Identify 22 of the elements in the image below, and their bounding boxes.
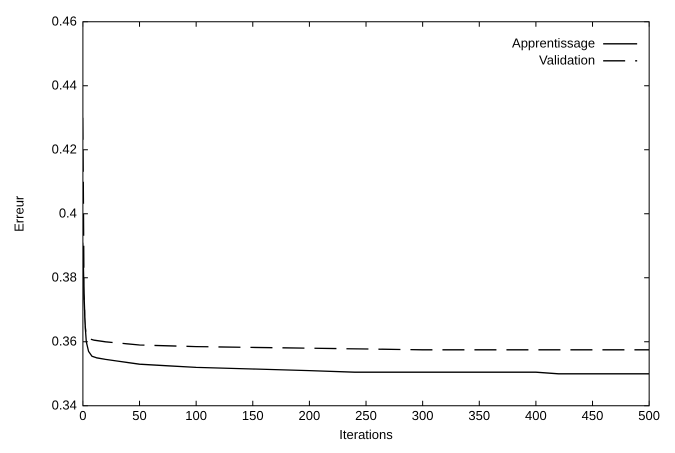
y-tick-label: 0.44 — [52, 77, 77, 92]
y-tick-label: 0.4 — [58, 205, 77, 220]
x-tick-label: 50 — [132, 408, 147, 424]
y-tick-label: 0.42 — [52, 141, 77, 156]
x-axis-title: Iterations — [339, 426, 394, 442]
x-tick-label: 150 — [242, 408, 264, 424]
x-tick-label: 100 — [185, 408, 208, 424]
x-tick-label: 450 — [582, 408, 604, 424]
y-tick-label: 0.34 — [52, 397, 77, 412]
legend-label: Validation — [539, 52, 596, 68]
y-tick-label: 0.46 — [52, 13, 77, 28]
x-tick-label: 500 — [638, 408, 660, 424]
y-axis-title: Erreur — [11, 195, 26, 232]
x-tick-label: 200 — [298, 408, 320, 424]
x-tick-label: 350 — [468, 408, 490, 424]
x-tick-label: 300 — [412, 408, 434, 424]
x-tick-label: 400 — [525, 408, 547, 424]
legend-label: Apprentissage — [512, 35, 596, 50]
y-tick-label: 0.38 — [52, 269, 77, 284]
x-tick-label: 0 — [79, 408, 87, 424]
y-tick-label: 0.36 — [52, 333, 77, 348]
x-tick-label: 250 — [355, 408, 377, 424]
